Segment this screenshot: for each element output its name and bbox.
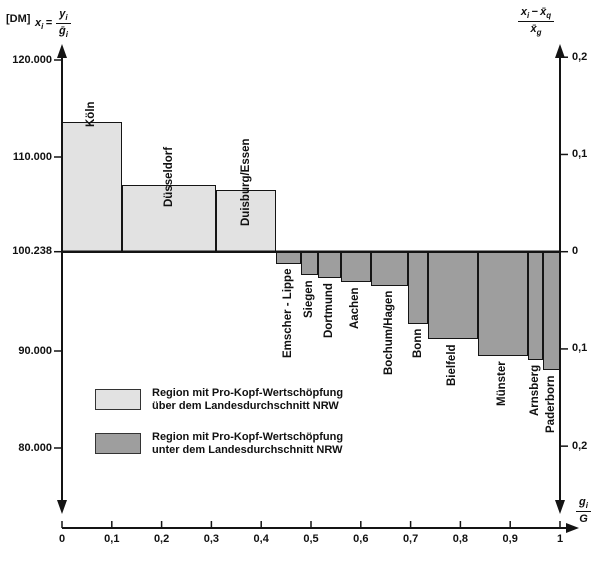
- legend-swatch-above: [95, 389, 141, 410]
- bottom-tick-label: 0,7: [402, 533, 419, 545]
- legend-text-above: Region mit Pro-Kopf-Wertschöpfung über d…: [152, 387, 343, 413]
- bottom-tick-label: 0,9: [502, 533, 518, 545]
- left-axis-formula: xi = yi ḡi: [35, 8, 71, 39]
- legend-text-below: Region mit Pro-Kopf-Wertschöpfung unter …: [152, 431, 343, 457]
- region-bar: [121, 185, 217, 252]
- bottom-tick-label: 0,5: [303, 533, 319, 545]
- left-formula-lhs: xi =: [35, 16, 52, 31]
- bottom-tick-label: 0,8: [452, 533, 469, 545]
- bottom-tick-label: 0: [58, 533, 66, 545]
- legend-line: unter dem Landesdurchschnitt NRW: [152, 444, 343, 456]
- right-tick-label: 0,1: [572, 342, 588, 355]
- bottom-tick-label: 0,3: [203, 533, 220, 545]
- left-tick-label: 110.000: [12, 150, 52, 163]
- legend-line: Region mit Pro-Kopf-Wertschöpfung: [152, 387, 344, 399]
- region-bar: [370, 251, 409, 286]
- right-axis-formula: xi − x̄q x̄g: [500, 6, 572, 37]
- bottom-axis-formula: gi G: [576, 496, 591, 525]
- left-tick-label: 90.000: [18, 344, 52, 357]
- bottom-tick-label: 0,1: [104, 533, 120, 545]
- bottom-tick-label: 0,2: [153, 533, 170, 545]
- right-tick-label: 0,2: [572, 439, 588, 452]
- legend-line: über dem Landesdurchschnitt NRW: [152, 400, 339, 412]
- right-tick-label: 0,2: [572, 50, 588, 63]
- left-tick-label: 120.000: [12, 53, 52, 66]
- region-bar: [477, 251, 528, 356]
- region-bar: [428, 251, 478, 340]
- legend-swatch-below: [95, 433, 141, 454]
- legend-line: Region mit Pro-Kopf-Wertschöpfung: [152, 431, 344, 443]
- left-tick-label: 80.000: [18, 441, 52, 454]
- bottom-tick-label: 1: [556, 533, 564, 545]
- bottom-tick-label: 0,6: [353, 533, 369, 545]
- left-formula-fraction: yi ḡi: [56, 8, 71, 39]
- right-tick-label: 0,1: [572, 147, 588, 160]
- bottom-tick-label: 0,4: [253, 533, 269, 545]
- left-tick-label: 100.238: [12, 245, 52, 258]
- bottom-formula-fraction: gi G: [576, 496, 591, 525]
- right-formula-fraction: xi − x̄q x̄g: [517, 6, 555, 37]
- dm-unit-label: [DM]: [6, 13, 31, 25]
- right-tick-label: 0: [572, 245, 579, 258]
